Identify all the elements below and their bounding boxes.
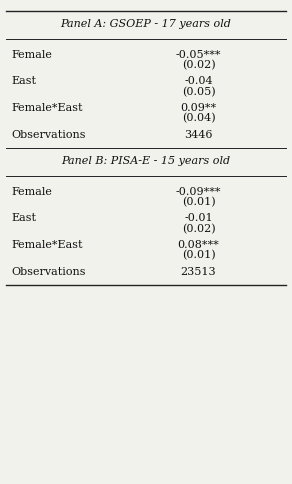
Text: Observations: Observations [12, 267, 86, 276]
Text: -0.04: -0.04 [184, 76, 213, 86]
Text: East: East [12, 76, 37, 86]
Text: (0.02): (0.02) [182, 224, 215, 234]
Text: 0.08***: 0.08*** [178, 240, 219, 250]
Text: Female: Female [12, 50, 53, 60]
Text: Female*East: Female*East [12, 240, 83, 250]
Text: Female: Female [12, 187, 53, 197]
Text: Panel B: PISA-E - 15 years old: Panel B: PISA-E - 15 years old [61, 156, 231, 166]
Text: -0.05***: -0.05*** [176, 50, 221, 60]
Text: (0.04): (0.04) [182, 113, 215, 124]
Text: -0.09***: -0.09*** [176, 187, 221, 197]
Text: Panel A: GSOEP - 17 years old: Panel A: GSOEP - 17 years old [60, 19, 232, 29]
Text: -0.01: -0.01 [184, 213, 213, 223]
Text: (0.02): (0.02) [182, 60, 215, 71]
Text: Female*East: Female*East [12, 103, 83, 113]
Text: 3446: 3446 [184, 130, 213, 139]
Text: East: East [12, 213, 37, 223]
Text: (0.01): (0.01) [182, 250, 215, 261]
Text: Observations: Observations [12, 130, 86, 139]
Text: 0.09**: 0.09** [180, 103, 217, 113]
Text: (0.01): (0.01) [182, 197, 215, 208]
Text: 23513: 23513 [181, 267, 216, 276]
Text: (0.05): (0.05) [182, 87, 215, 97]
